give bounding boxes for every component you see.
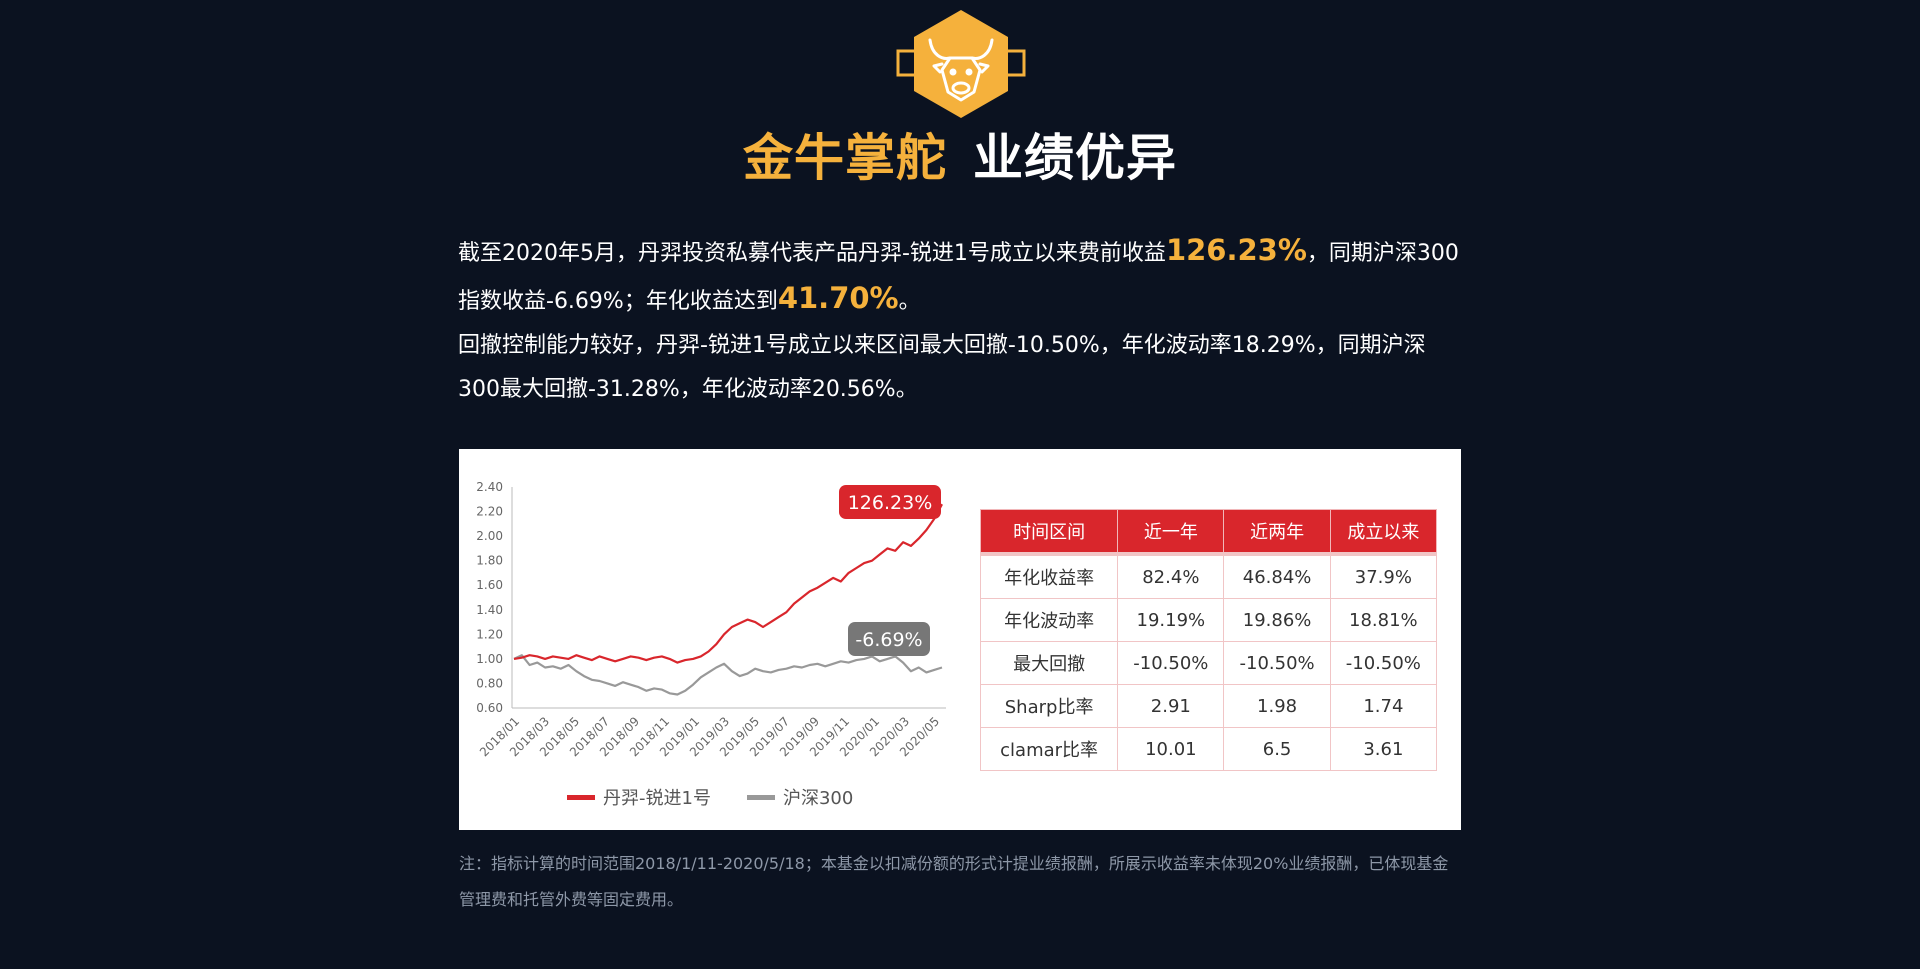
intro-paragraph-2: 回撤控制能力较好，丹羿-锐进1号成立以来区间最大回撤-10.50%，年化波动率1… <box>458 333 1426 402</box>
series-line-fund <box>513 503 943 664</box>
y-tick-label: 2.20 <box>476 505 503 519</box>
fund-end-label: 126.23% <box>848 492 933 514</box>
performance-line-chart: 2.40 2.20 2.00 1.80 1.60 1.40 1.20 1.00 0.80 0.60… <box>476 480 946 759</box>
legend-swatch-index <box>746 794 775 800</box>
stats-header-cell: 近两年 <box>1223 509 1331 555</box>
table-row: 年化收益率 82.4% 46.84% 37.9% <box>979 552 1438 599</box>
title-highlight: 金牛掌舵 <box>743 129 947 187</box>
stats-cell: 2.91 <box>1117 684 1225 728</box>
page-title: 金牛掌舵 业绩优异 <box>0 126 1920 190</box>
intro-text: 截至2020年5月，丹羿投资私募代表产品丹羿-锐进1号成立以来费前收益126.2… <box>458 228 1463 412</box>
table-row: 最大回撤 -10.50% -10.50% -10.50% <box>979 641 1438 685</box>
y-tick-label: 1.80 <box>476 554 503 568</box>
y-tick-label: 1.60 <box>476 578 503 592</box>
legend-item-index: 沪深300 <box>746 784 854 810</box>
stats-header-cell: 近一年 <box>1117 509 1225 555</box>
stats-row-label: Sharp比率 <box>979 684 1119 728</box>
stats-row-label: 年化波动率 <box>979 598 1119 642</box>
stats-table-header-row: 时间区间 近一年 近两年 成立以来 <box>979 509 1438 555</box>
title-rest: 业绩优异 <box>973 129 1177 187</box>
y-tick-label: 2.40 <box>476 480 503 494</box>
stats-cell: 6.5 <box>1223 727 1331 771</box>
legend-item-fund: 丹羿-锐进1号 <box>567 784 711 810</box>
y-tick-label: 0.80 <box>476 676 503 690</box>
stats-cell: 46.84% <box>1223 552 1331 599</box>
table-row: Sharp比率 2.91 1.98 1.74 <box>979 684 1438 728</box>
stats-row-label: 年化收益率 <box>979 552 1119 599</box>
footnote: 注：指标计算的时间范围2018/1/11-2020/5/18；本基金以扣减份额的… <box>459 854 1449 909</box>
annual-return-highlight: 41.70% <box>777 281 899 315</box>
stats-cell: -10.50% <box>1329 641 1438 685</box>
stats-cell: 19.86% <box>1223 598 1331 642</box>
stats-table: 时间区间 近一年 近两年 成立以来 年化收益率 82.4% 46.84% 37.… <box>979 509 1438 771</box>
index-end-label-bg <box>848 622 930 656</box>
stats-cell: 18.81% <box>1329 598 1438 642</box>
bull-head-icon <box>928 38 994 102</box>
y-tick-label: 1.00 <box>476 652 503 666</box>
series-line-index <box>513 654 943 696</box>
stats-cell: 1.98 <box>1223 684 1331 728</box>
legend-label-index: 沪深300 <box>782 788 854 809</box>
y-tick-label: 1.20 <box>476 627 503 641</box>
table-row: clamar比率 10.01 6.5 3.61 <box>979 727 1438 771</box>
stats-cell: 1.74 <box>1329 684 1438 728</box>
y-tick-label: 0.60 <box>476 701 503 715</box>
legend-label-fund: 丹羿-锐进1号 <box>603 788 711 809</box>
logo <box>896 10 1026 118</box>
stats-row-label: clamar比率 <box>979 727 1119 771</box>
table-row: 年化波动率 19.19% 19.86% 18.81% <box>979 598 1438 642</box>
index-end-label: -6.69% <box>855 629 922 651</box>
intro-paragraph-1: 截至2020年5月，丹羿投资私募代表产品丹羿-锐进1号成立以来费前收益126.2… <box>458 233 1459 315</box>
stats-cell: 3.61 <box>1329 727 1438 771</box>
stats-cell: -10.50% <box>1223 641 1331 685</box>
y-tick-label: 1.40 <box>476 603 503 617</box>
stats-cell: 82.4% <box>1117 552 1225 599</box>
total-return-highlight: 126.23% <box>1165 233 1307 267</box>
stats-cell: 19.19% <box>1117 598 1225 642</box>
stats-header-cell: 成立以来 <box>1329 509 1438 555</box>
stats-row-label: 最大回撤 <box>979 641 1119 685</box>
legend-swatch-fund <box>567 794 595 800</box>
stats-cell: 37.9% <box>1329 552 1438 599</box>
fund-end-label-bg <box>839 485 941 519</box>
chart-legend: 丹羿-锐进1号 沪深300 <box>567 785 889 809</box>
stats-cell: 10.01 <box>1117 727 1225 771</box>
stats-cell: -10.50% <box>1117 641 1225 685</box>
performance-panel: 2.40 2.20 2.00 1.80 1.60 1.40 1.20 1.00 0.80 0.60… <box>459 449 1461 830</box>
stats-header-cell: 时间区间 <box>979 509 1119 555</box>
y-tick-label: 2.00 <box>476 529 503 543</box>
